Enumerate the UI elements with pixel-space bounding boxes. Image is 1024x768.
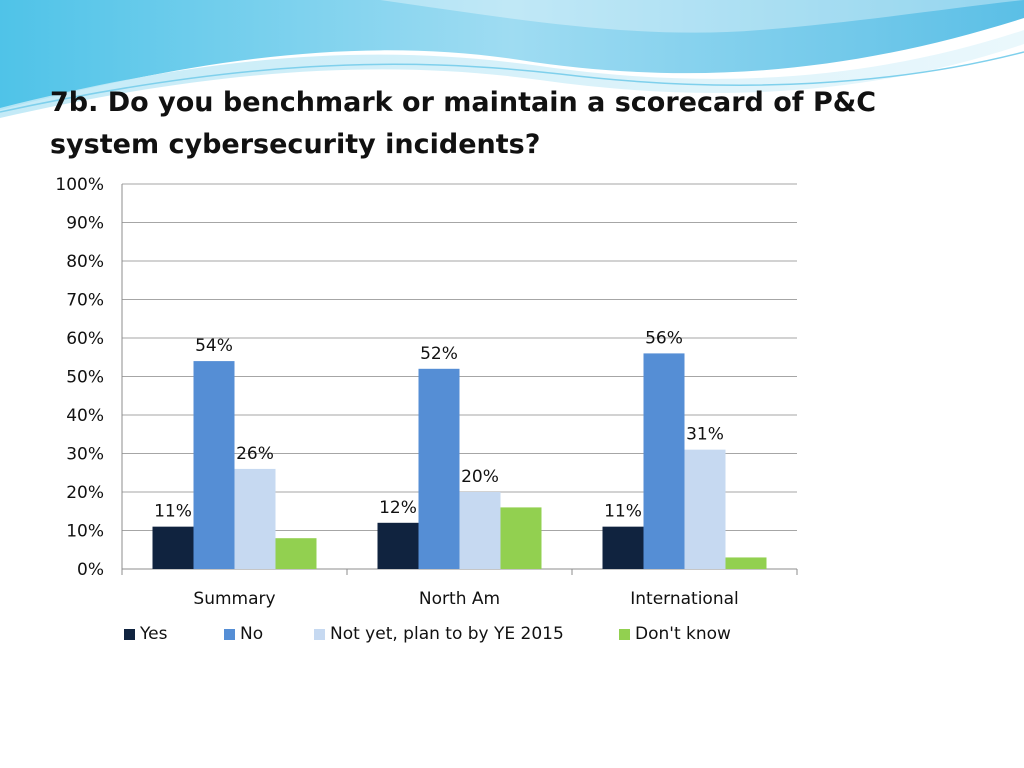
- bar-no: [193, 361, 235, 569]
- data-label: 11%: [154, 502, 192, 522]
- x-category-label: North Am: [419, 589, 500, 609]
- bar-don-t-know: [500, 507, 542, 569]
- slide-title: 7b. Do you benchmark or maintain a score…: [50, 87, 877, 160]
- bar-no: [418, 368, 460, 569]
- x-category-label: International: [630, 589, 739, 609]
- y-tick-label: 50%: [66, 368, 104, 388]
- data-label: 56%: [645, 328, 683, 348]
- y-tick-label: 30%: [66, 445, 104, 465]
- legend-item: Don't know: [619, 624, 731, 644]
- y-tick-label: 10%: [66, 522, 104, 542]
- legend-label: No: [240, 624, 264, 644]
- bar-not-yet-plan-to-by-ye-2015: [459, 492, 501, 569]
- legend-item: Yes: [124, 624, 167, 644]
- legend-swatch: [314, 628, 325, 640]
- bar-yes: [377, 522, 419, 569]
- data-label: 12%: [379, 498, 417, 518]
- chart-area: 0% 10% 20% 30% 40% 50% 60% 70% 80% 90% 100% 11% 54% 2…: [52, 163, 812, 663]
- bar-yes: [152, 526, 194, 569]
- y-tick-label: 60%: [66, 329, 104, 349]
- bar-don-t-know: [725, 557, 767, 569]
- legend-item: No: [224, 624, 263, 644]
- data-label: 20%: [461, 467, 499, 487]
- legend-label: Don't know: [635, 624, 731, 644]
- bar-don-t-know: [275, 538, 317, 569]
- header-wave-decoration: [0, 0, 1024, 118]
- bar-chart: 0% 10% 20% 30% 40% 50% 60% 70% 80% 90% 100% 11% 54% 2…: [55, 175, 798, 609]
- y-tick-label: 0%: [77, 560, 104, 580]
- y-tick-label: 90%: [66, 214, 104, 234]
- legend-swatch: [224, 628, 235, 640]
- legend-item: Not yet, plan to by YE 2015: [314, 624, 564, 644]
- y-tick-label: 80%: [66, 252, 104, 272]
- bar-no: [643, 353, 685, 569]
- legend-label: Not yet, plan to by YE 2015: [330, 624, 564, 644]
- y-tick-label: 100%: [55, 175, 104, 195]
- bar-yes: [602, 526, 644, 569]
- legend-swatch: [619, 628, 630, 640]
- x-category-label: Summary: [193, 589, 275, 609]
- bar-not-yet-plan-to-by-ye-2015: [234, 468, 276, 569]
- y-tick-label: 40%: [66, 406, 104, 426]
- y-tick-label: 20%: [66, 483, 104, 503]
- data-label: 52%: [420, 344, 458, 364]
- data-label: 54%: [195, 336, 233, 356]
- bar-not-yet-plan-to-by-ye-2015: [684, 449, 726, 569]
- data-label: 26%: [236, 444, 274, 464]
- legend-swatch: [124, 628, 135, 640]
- legend-label: Yes: [140, 624, 168, 644]
- y-tick-label: 70%: [66, 291, 104, 311]
- data-label: 11%: [604, 502, 642, 522]
- data-label: 31%: [686, 425, 724, 445]
